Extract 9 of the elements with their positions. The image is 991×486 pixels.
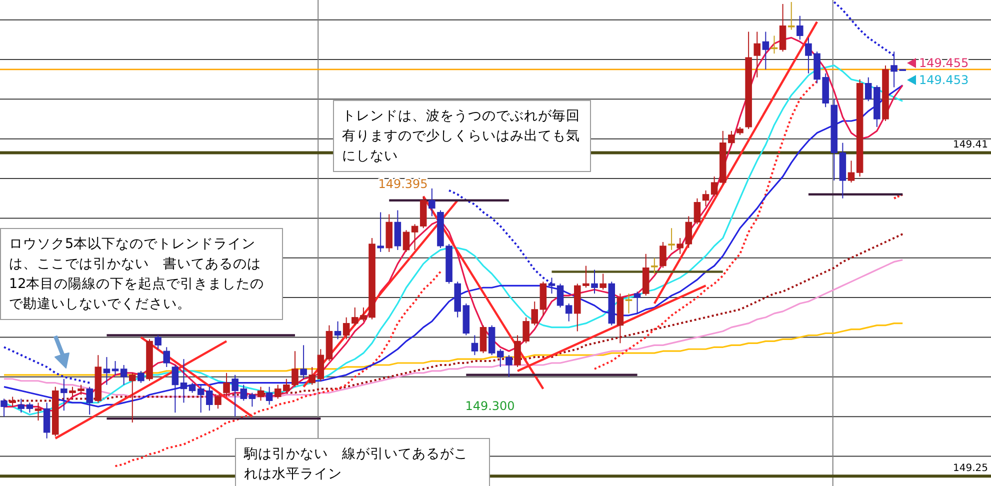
annotation: トレンドは、波をうつのでぶれが毎回有りますので少しくらいはみ出ても気にしない <box>333 100 591 172</box>
annotation: 149.300 <box>465 399 515 413</box>
annotation: ロウソク5本以下なのでトレンドラインは、ここでは引かない 書いてあるのは12本目の陽線の下を起点で引きましたので勘違いしないでください。 <box>0 228 283 320</box>
text: 149.453 <box>919 73 969 87</box>
ref-line-label: 149.25 <box>953 463 988 474</box>
annotation: 149.395 <box>378 177 428 191</box>
text: 149.455 <box>919 56 969 70</box>
annotation: 駒は引かない 線が引いてあるがこれは水平ライン <box>235 438 490 486</box>
ref-line-label: 149.41 <box>953 140 988 151</box>
